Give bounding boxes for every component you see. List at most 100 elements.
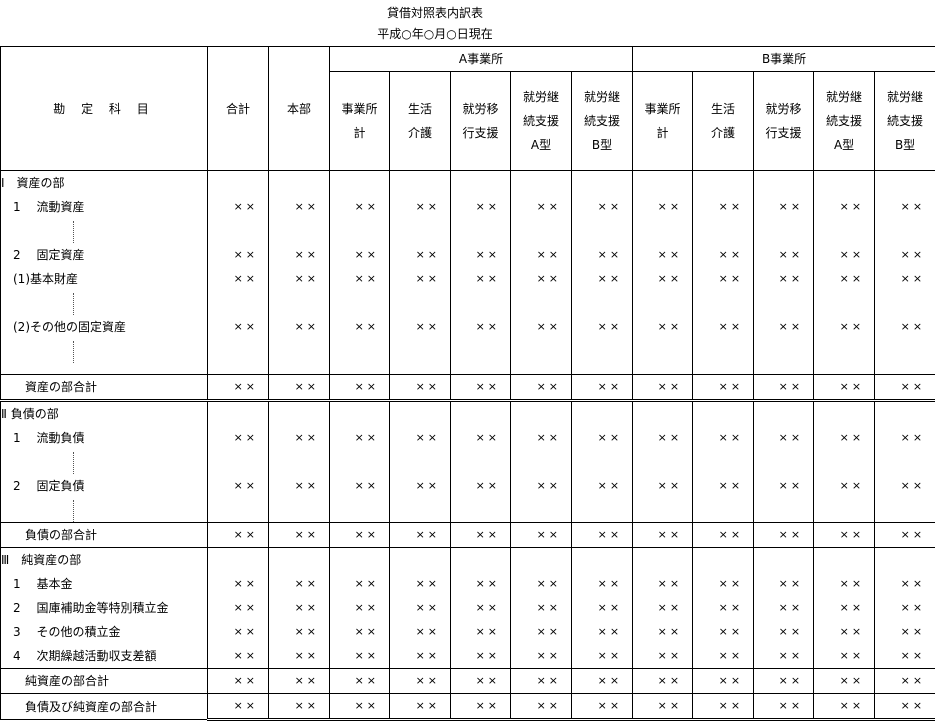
amount-cell: ×× (813, 195, 876, 219)
amount-cell (874, 219, 935, 243)
table-row (0, 291, 935, 315)
amount-cell: ×× (207, 426, 269, 450)
amount-cell (813, 547, 876, 572)
table-row: 3 その他の積立金 ×× ×× ×× ×× ×× ×× ×× ×× ×× ×× ×× ×× (0, 620, 935, 644)
amount-cell (207, 339, 269, 375)
header-hq: 本部 (268, 46, 330, 171)
amount-cell: ×× (692, 693, 755, 721)
amount-cell (510, 219, 572, 243)
header-office-b-col-1: 生活 介護 (692, 71, 755, 171)
amount-cell: ×× (268, 243, 330, 267)
amount-cell (450, 339, 511, 375)
amount-cell: ×× (268, 267, 330, 291)
amount-cell: ×× (632, 644, 694, 669)
table-row: 2 固定負債 ×× ×× ×× ×× ×× ×× ×× ×× ×× ×× ×× ×× (0, 474, 935, 498)
account-label: 1 流動資産 (0, 195, 208, 219)
amount-cell: ×× (874, 267, 935, 291)
amount-cell: ×× (813, 522, 876, 548)
amount-cell: ×× (329, 267, 390, 291)
amount-cell (389, 450, 451, 474)
amount-cell: ×× (753, 572, 815, 596)
amount-cell: ×× (207, 644, 269, 669)
amount-cell: ×× (692, 243, 755, 267)
account-label: 2 固定資産 (0, 243, 208, 267)
amount-cell: ×× (753, 620, 815, 644)
amount-cell (510, 498, 572, 523)
amount-cell: ×× (207, 374, 269, 402)
continuation-dotted-line (73, 500, 74, 522)
header-office-a-col-2: 就労移 行支援 (450, 71, 511, 171)
account-label: 資産の部合計 (0, 374, 208, 402)
amount-cell (207, 291, 269, 315)
amount-cell (329, 339, 390, 375)
amount-cell: ×× (753, 243, 815, 267)
amount-cell: ×× (692, 315, 755, 339)
amount-cell (570, 291, 634, 315)
amount-cell: ×× (753, 267, 815, 291)
amount-cell: ×× (570, 572, 634, 596)
amount-cell (389, 547, 451, 572)
account-label (0, 219, 208, 243)
amount-cell: ×× (450, 572, 511, 596)
amount-cell: ×× (570, 522, 634, 548)
amount-cell: ×× (813, 374, 876, 402)
amount-cell: ×× (632, 596, 694, 620)
account-label: 負債及び純資産の部合計 (0, 693, 208, 720)
amount-cell (207, 219, 269, 243)
amount-cell (632, 400, 694, 426)
amount-cell (329, 498, 390, 523)
amount-cell (632, 291, 694, 315)
amount-cell: ×× (268, 426, 330, 450)
account-label: Ⅲ 純資産の部 (0, 547, 208, 572)
amount-cell: ×× (450, 522, 511, 548)
amount-cell (632, 339, 694, 375)
amount-cell: ×× (813, 644, 876, 669)
amount-cell: ×× (570, 374, 634, 402)
amount-cell: ×× (329, 426, 390, 450)
amount-cell: ×× (450, 267, 511, 291)
amount-cell: ×× (753, 668, 815, 694)
amount-cell: ×× (570, 315, 634, 339)
amount-cell: ×× (268, 620, 330, 644)
account-label (0, 339, 208, 375)
amount-cell: ×× (813, 315, 876, 339)
amount-cell (389, 400, 451, 426)
header-office-a-col-3: 就労継 続支援 A型 (510, 71, 572, 171)
amount-cell: ×× (329, 243, 390, 267)
amount-cell: ×× (692, 572, 755, 596)
amount-cell: ×× (570, 474, 634, 498)
amount-cell: ×× (692, 267, 755, 291)
header-office-b-col-3: 就労継 続支援 A型 (813, 71, 876, 171)
account-label: 2 国庫補助金等特別積立金 (0, 596, 208, 620)
amount-cell: ×× (813, 620, 876, 644)
amount-cell (510, 547, 572, 572)
amount-cell: ×× (874, 315, 935, 339)
amount-cell: ×× (753, 374, 815, 402)
continuation-dotted-line (73, 221, 74, 243)
amount-cell (692, 547, 755, 572)
amount-cell: ×× (874, 474, 935, 498)
amount-cell (510, 170, 572, 195)
amount-cell (207, 450, 269, 474)
amount-cell: ×× (813, 596, 876, 620)
amount-cell (632, 219, 694, 243)
amount-cell (389, 291, 451, 315)
amount-cell: ×× (450, 668, 511, 694)
amount-cell: ×× (632, 522, 694, 548)
continuation-dotted-line (73, 452, 74, 474)
amount-cell (329, 547, 390, 572)
amount-cell: ×× (450, 620, 511, 644)
amount-cell: ×× (632, 474, 694, 498)
account-label: 1 流動負債 (0, 426, 208, 450)
amount-cell (450, 170, 511, 195)
amount-cell: ×× (389, 374, 451, 402)
amount-cell: ×× (874, 596, 935, 620)
amount-cell: ×× (632, 243, 694, 267)
amount-cell: ×× (329, 668, 390, 694)
table-row: 2 固定資産 ×× ×× ×× ×× ×× ×× ×× ×× ×× ×× ×× ×× (0, 243, 935, 267)
amount-cell (207, 498, 269, 523)
amount-cell: ×× (570, 693, 634, 721)
amount-cell: ×× (268, 474, 330, 498)
amount-cell (268, 450, 330, 474)
amount-cell: ×× (632, 315, 694, 339)
